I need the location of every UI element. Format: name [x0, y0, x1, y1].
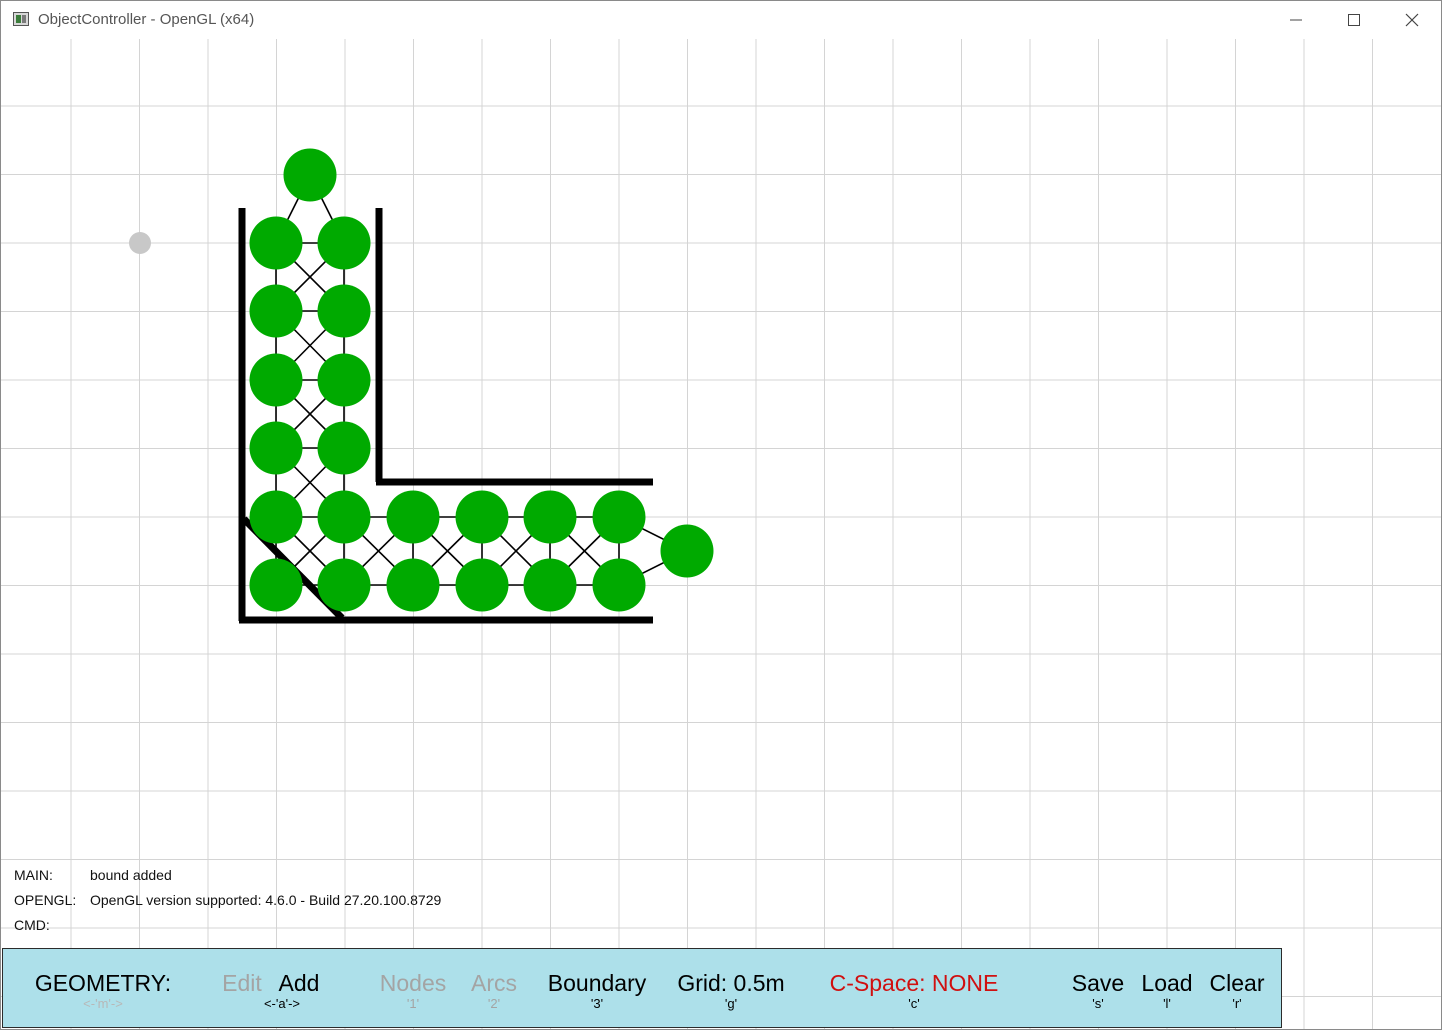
- geometry-label: GEOMETRY:: [34, 970, 172, 996]
- log-main-key: MAIN:: [14, 867, 53, 883]
- grid-key: 'g': [724, 996, 738, 1011]
- add-label: Add: [278, 970, 320, 996]
- graph-node: [317, 490, 371, 544]
- clear-label: Clear: [1209, 970, 1265, 996]
- graph-node: [249, 558, 303, 612]
- graph-node: [317, 421, 371, 475]
- arcs-button[interactable]: Arcs '2': [463, 969, 525, 1011]
- window-title: ObjectController - OpenGL (x64): [38, 11, 255, 28]
- graph-node: [455, 558, 509, 612]
- log-opengl-key: OPENGL:: [14, 892, 77, 908]
- load-button[interactable]: Load 'l': [1137, 969, 1197, 1011]
- add-key: <-'a'->: [263, 996, 301, 1011]
- graph-node: [592, 558, 646, 612]
- log-main-value: bound added: [90, 867, 172, 883]
- maximize-icon: [1348, 14, 1360, 26]
- log-cmd: CMD:: [14, 917, 90, 933]
- graph-node: [317, 353, 371, 407]
- graph-node: [249, 284, 303, 338]
- graph-node: [249, 421, 303, 475]
- graph-node: [249, 353, 303, 407]
- geometry-key: <-'m'->: [83, 996, 123, 1011]
- graph-node: [523, 490, 577, 544]
- graph-node: [283, 148, 337, 202]
- boundary-key: '3': [590, 996, 604, 1011]
- load-label: Load: [1141, 970, 1193, 996]
- log-cmd-key: CMD:: [14, 917, 50, 933]
- graph-node: [317, 216, 371, 270]
- graph-node: [386, 490, 440, 544]
- graph-node: [386, 558, 440, 612]
- graph-node: [455, 490, 509, 544]
- log-opengl: OPENGL: OpenGL version supported: 4.6.0 -…: [14, 892, 441, 908]
- ghost-node-cursor: [129, 232, 151, 254]
- graph-node: [660, 524, 714, 578]
- log-main: MAIN: bound added: [14, 867, 172, 883]
- geometry-mode[interactable]: GEOMETRY: <-'m'->: [33, 969, 173, 1011]
- arcs-key: '2': [487, 996, 501, 1011]
- graph-node: [317, 558, 371, 612]
- boundary-label: Boundary: [547, 970, 647, 996]
- graph-node: [317, 284, 371, 338]
- grid-button[interactable]: Grid: 0.5m 'g': [673, 969, 789, 1011]
- edit-label: Edit: [222, 970, 262, 996]
- clear-button[interactable]: Clear 'r': [1205, 969, 1269, 1011]
- close-icon: [1405, 13, 1419, 27]
- minimize-icon: [1290, 19, 1302, 21]
- minimize-button[interactable]: [1267, 1, 1325, 39]
- nodes-key: '1': [406, 996, 420, 1011]
- nodes: [249, 148, 714, 612]
- add-button[interactable]: Add <-'a'->: [239, 969, 325, 1011]
- scene-svg[interactable]: [1, 39, 1441, 1029]
- boundary-button[interactable]: Boundary '3': [543, 969, 651, 1011]
- cspace-key: 'c': [908, 996, 920, 1011]
- nodes-button[interactable]: Nodes '1': [373, 969, 453, 1011]
- opengl-canvas[interactable]: [1, 39, 1441, 1029]
- graph-node: [249, 490, 303, 544]
- app-icon: [13, 12, 29, 26]
- nodes-label: Nodes: [379, 970, 447, 996]
- close-button[interactable]: [1383, 1, 1441, 39]
- cspace-label: C-Space: NONE: [829, 970, 999, 996]
- save-key: 's': [1092, 996, 1104, 1011]
- log-opengl-value: OpenGL version supported: 4.6.0 - Build …: [90, 892, 442, 908]
- title-bar[interactable]: ObjectController - OpenGL (x64): [1, 1, 1441, 39]
- cspace-button[interactable]: C-Space: NONE 'c': [821, 969, 1007, 1011]
- edit-button[interactable]: Edit: [217, 969, 267, 997]
- maximize-button[interactable]: [1325, 1, 1383, 39]
- geometry-toolbar: GEOMETRY: <-'m'-> Edit Add <-'a'-> Nodes…: [2, 948, 1282, 1028]
- save-button[interactable]: Save 's': [1067, 969, 1129, 1011]
- grid-label: Grid: 0.5m: [677, 970, 785, 996]
- arcs-label: Arcs: [471, 970, 517, 996]
- save-label: Save: [1071, 970, 1125, 996]
- clear-key: 'r': [1232, 996, 1242, 1011]
- graph-node: [592, 490, 646, 544]
- load-key: 'l': [1163, 996, 1171, 1011]
- graph-node: [249, 216, 303, 270]
- grid-lines: [1, 39, 1441, 1029]
- graph-node: [523, 558, 577, 612]
